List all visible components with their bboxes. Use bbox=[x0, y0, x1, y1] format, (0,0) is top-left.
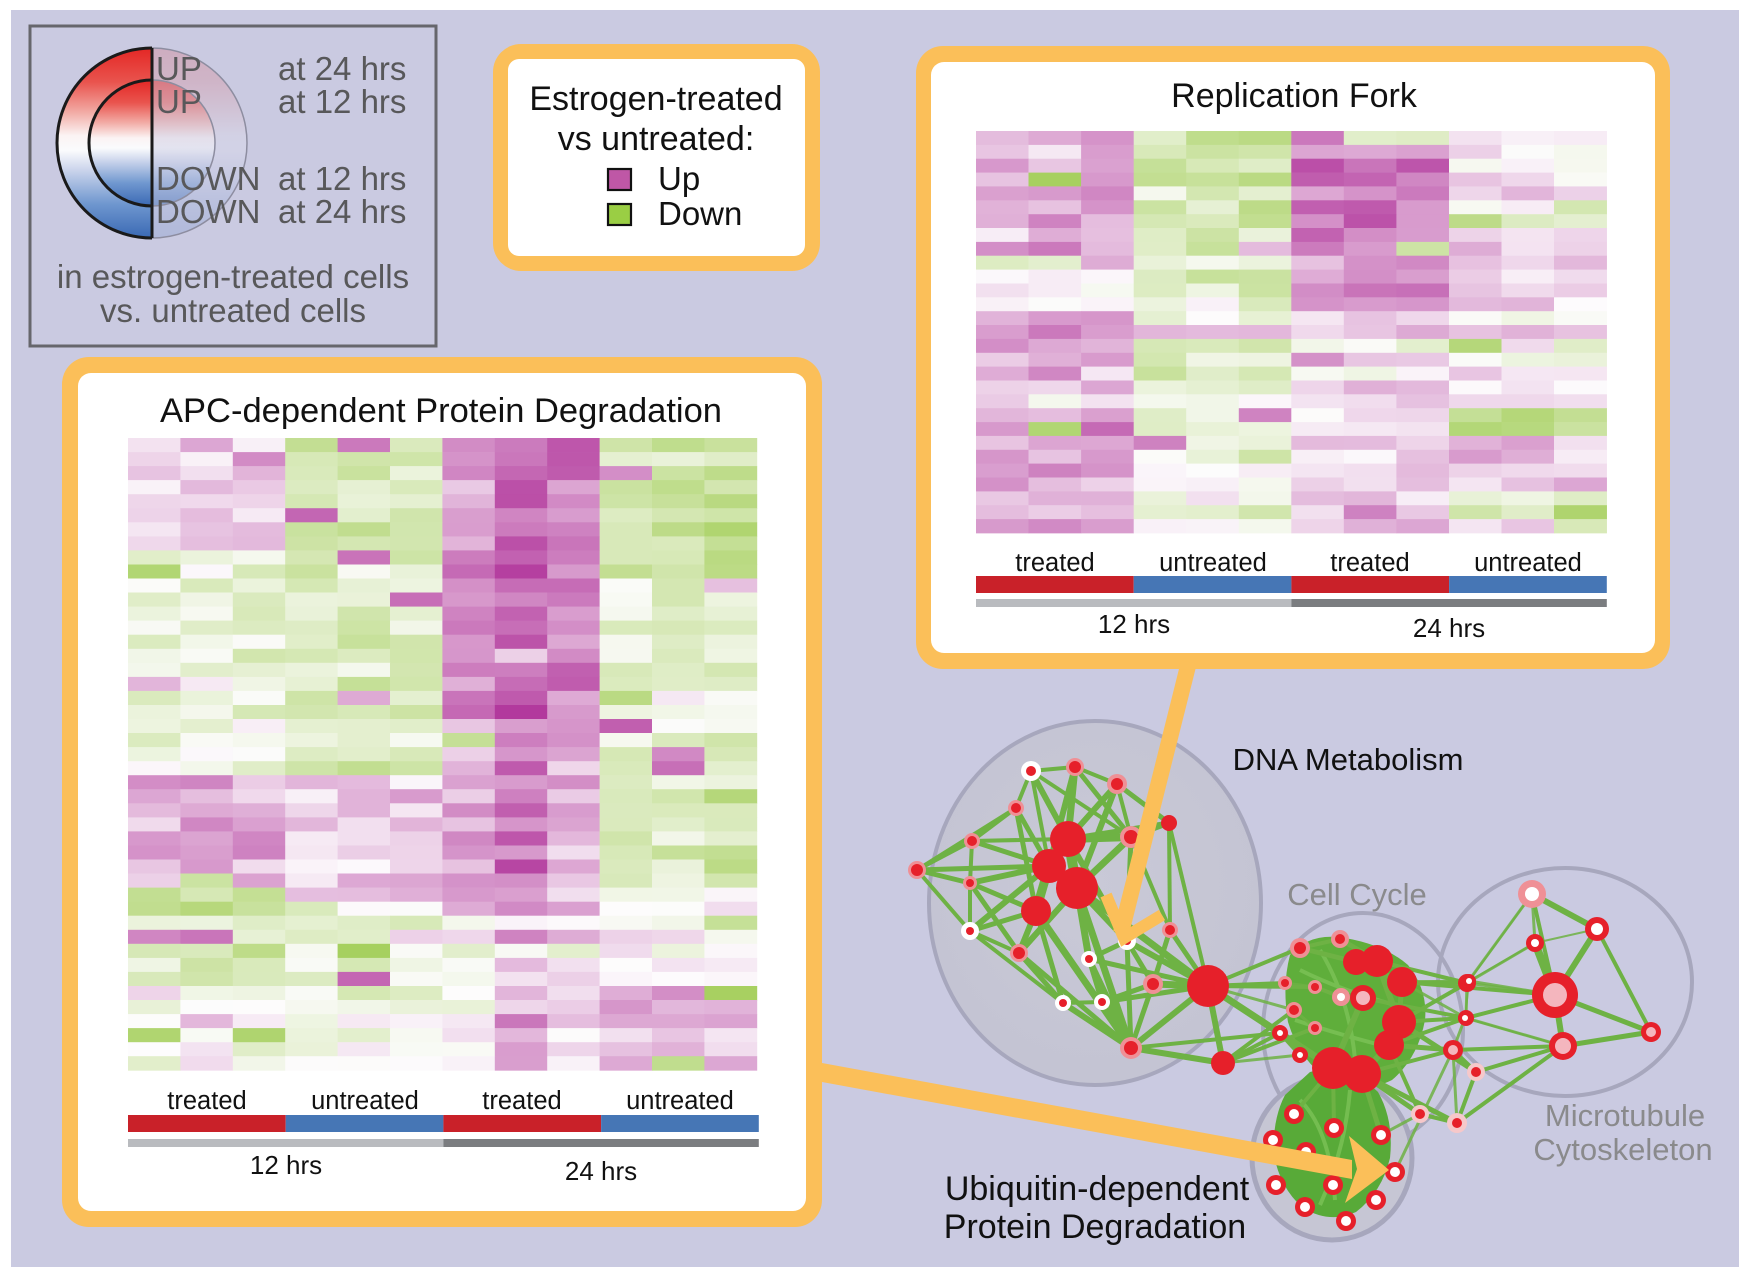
svg-text:Cytoskeleton: Cytoskeleton bbox=[1533, 1132, 1712, 1167]
svg-text:treated: treated bbox=[482, 1087, 561, 1115]
svg-text:at 24 hrs: at 24 hrs bbox=[278, 50, 406, 87]
svg-text:APC-dependent Protein Degradat: APC-dependent Protein Degradation bbox=[160, 392, 722, 430]
svg-text:untreated: untreated bbox=[1159, 549, 1267, 577]
svg-text:at 12 hrs: at 12 hrs bbox=[278, 160, 406, 197]
svg-text:DOWN: DOWN bbox=[156, 193, 260, 230]
svg-text:untreated: untreated bbox=[1474, 549, 1582, 577]
svg-text:12 hrs: 12 hrs bbox=[250, 1150, 322, 1180]
svg-text:at 24 hrs: at 24 hrs bbox=[278, 193, 406, 230]
svg-text:DOWN: DOWN bbox=[156, 160, 260, 197]
svg-text:treated: treated bbox=[1015, 549, 1094, 577]
svg-text:Replication Fork: Replication Fork bbox=[1171, 77, 1418, 115]
svg-text:24 hrs: 24 hrs bbox=[565, 1156, 637, 1186]
svg-text:Estrogen-treated: Estrogen-treated bbox=[529, 80, 782, 118]
svg-text:12 hrs: 12 hrs bbox=[1098, 609, 1170, 639]
svg-text:treated: treated bbox=[1330, 549, 1409, 577]
svg-text:24 hrs: 24 hrs bbox=[1413, 613, 1485, 643]
svg-text:in estrogen-treated cells: in estrogen-treated cells bbox=[57, 258, 409, 295]
svg-text:Ubiquitin-dependent: Ubiquitin-dependent bbox=[945, 1170, 1250, 1208]
svg-text:untreated: untreated bbox=[311, 1087, 419, 1115]
svg-text:vs. untreated cells: vs. untreated cells bbox=[100, 292, 366, 329]
svg-text:vs untreated:: vs untreated: bbox=[558, 120, 755, 158]
svg-text:UP: UP bbox=[156, 83, 202, 120]
svg-text:at 12 hrs: at 12 hrs bbox=[278, 83, 406, 120]
svg-text:UP: UP bbox=[156, 50, 202, 87]
svg-text:Up: Up bbox=[658, 160, 700, 197]
svg-text:treated: treated bbox=[167, 1087, 246, 1115]
svg-text:Protein Degradation: Protein Degradation bbox=[944, 1208, 1246, 1246]
svg-text:Down: Down bbox=[658, 195, 742, 232]
svg-text:DNA Metabolism: DNA Metabolism bbox=[1233, 742, 1464, 777]
svg-text:Cell Cycle: Cell Cycle bbox=[1287, 877, 1427, 912]
svg-text:untreated: untreated bbox=[626, 1087, 734, 1115]
svg-text:Microtubule: Microtubule bbox=[1545, 1098, 1705, 1133]
